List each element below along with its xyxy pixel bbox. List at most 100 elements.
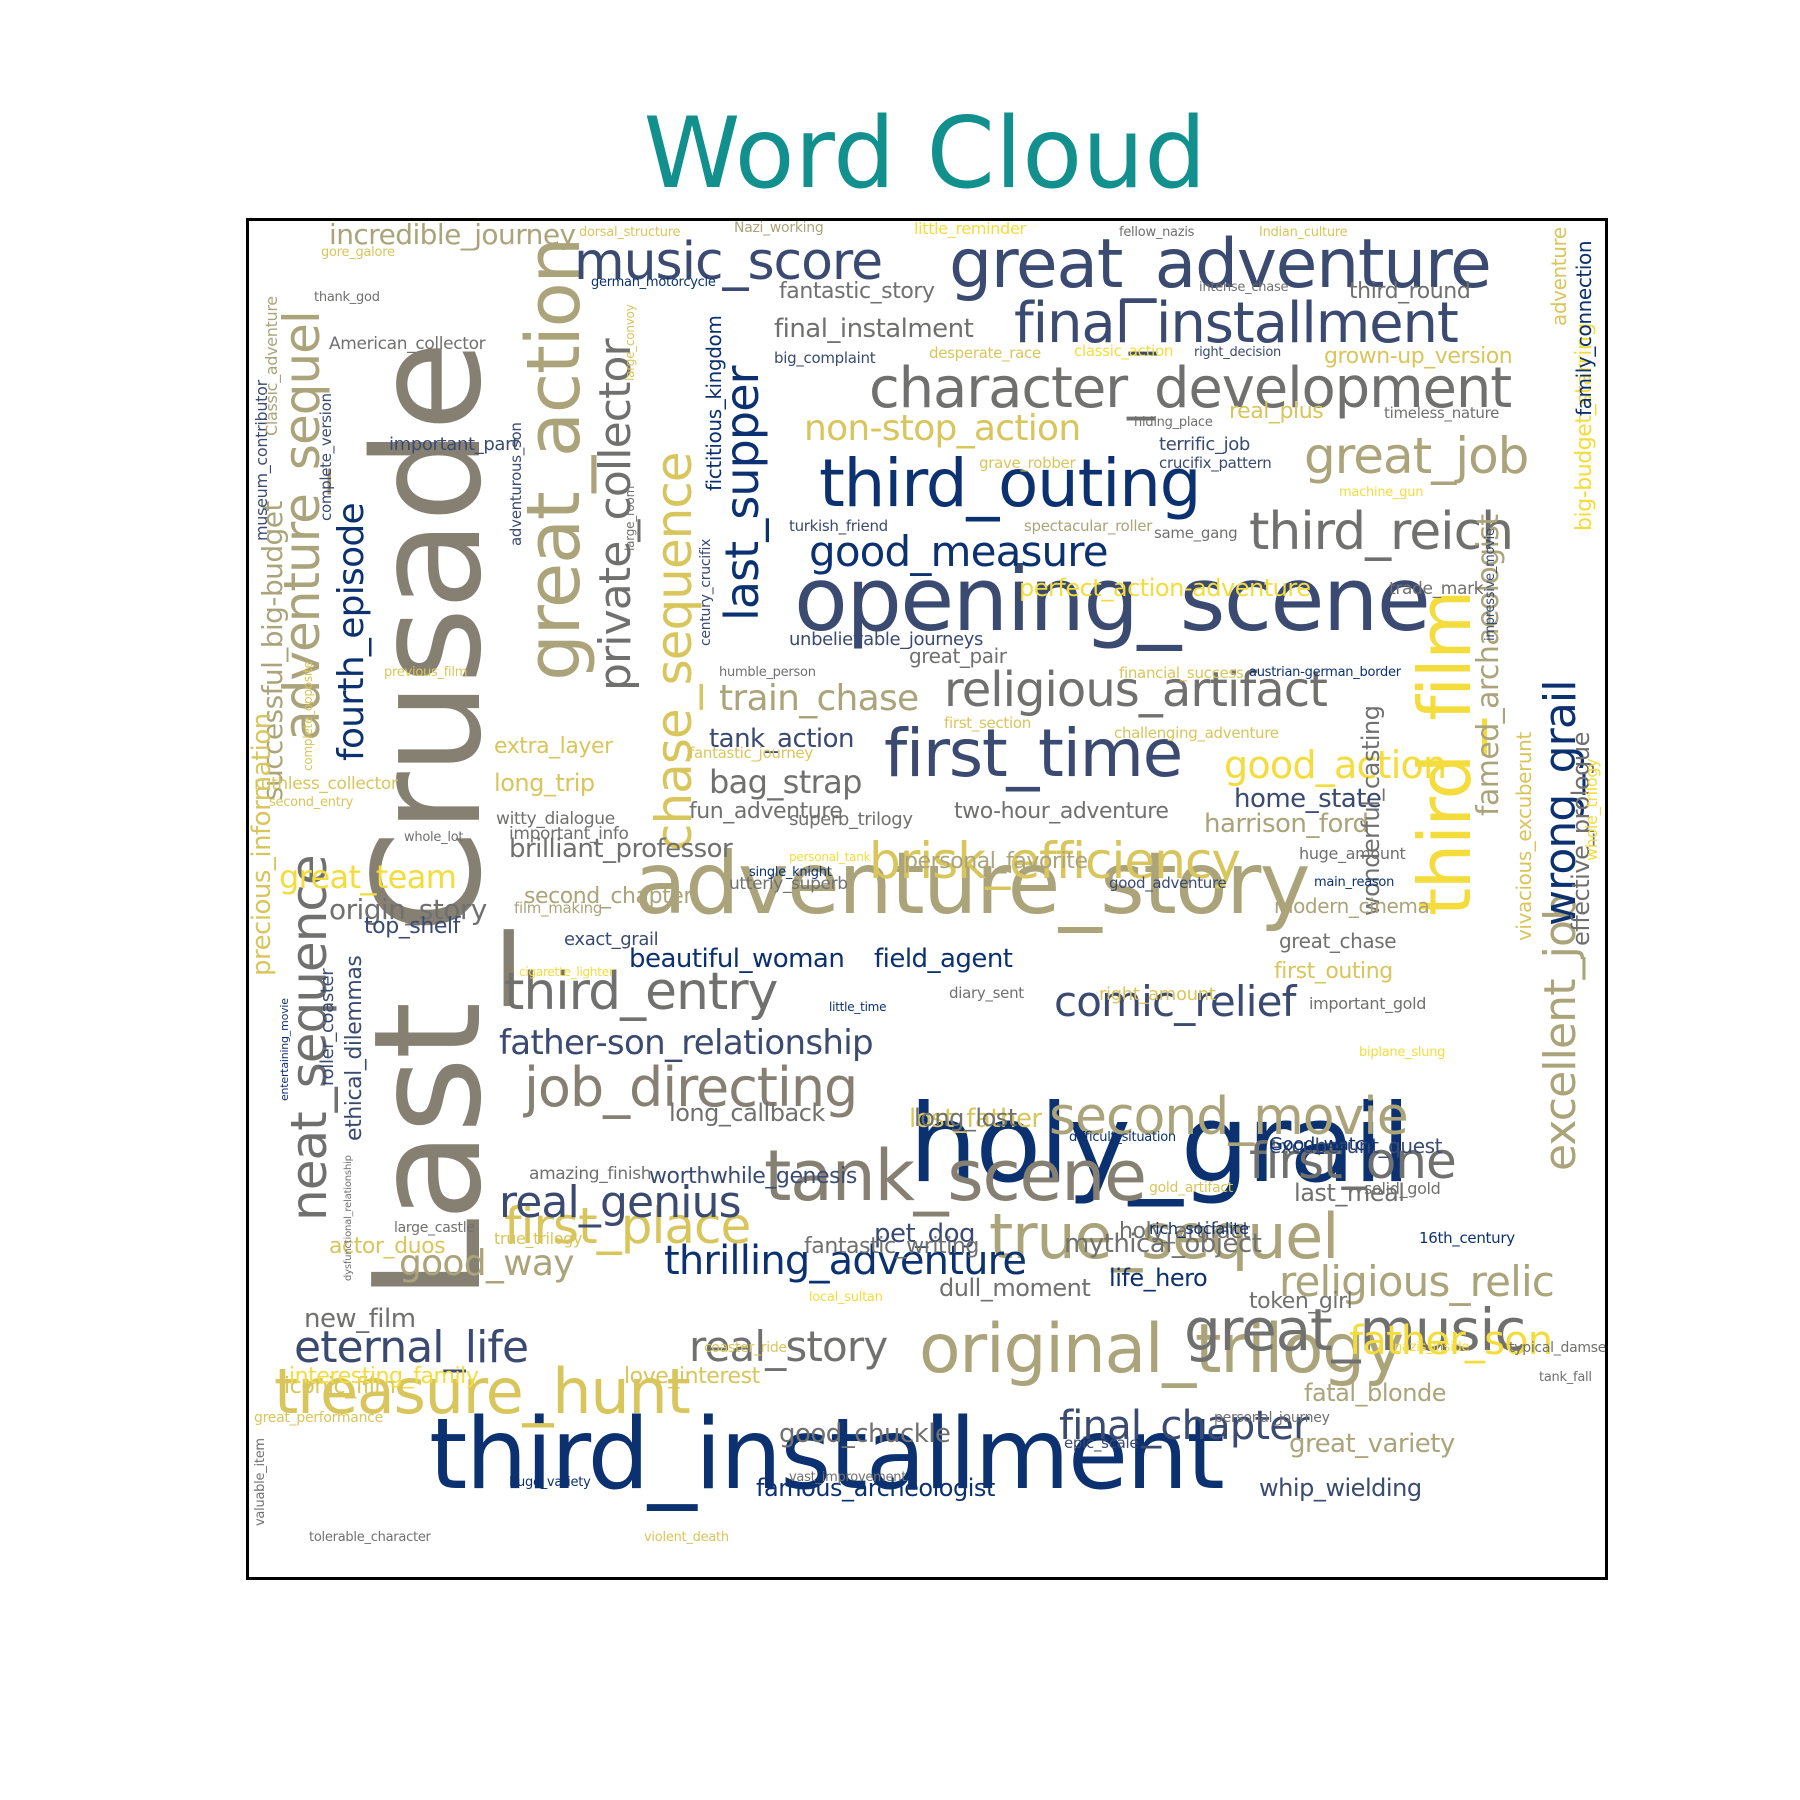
word: tank_scene (764, 1135, 1147, 1217)
word: tank_fall (1539, 1370, 1592, 1385)
word: machine_gun (1339, 485, 1424, 500)
word: great_job (1304, 427, 1529, 485)
word: unbelievable_journeys (789, 629, 984, 650)
word: final_instalment (774, 314, 974, 344)
word: large_castle (394, 1220, 475, 1236)
word: humble_person (719, 665, 816, 680)
word: utterly_superb (729, 874, 848, 894)
word: chase_sequence (645, 452, 703, 851)
word: complete_version (317, 393, 335, 521)
word: amazing_finish (529, 1164, 652, 1184)
word: first_time (884, 715, 1183, 792)
word: film_making (514, 899, 603, 917)
word: brisk_efficiency (869, 832, 1241, 890)
word: fellow_nazis (1119, 225, 1195, 240)
word: little_time (829, 1000, 887, 1014)
word: holy_artifact (1119, 1219, 1251, 1244)
word: superb_trilogy (789, 809, 913, 830)
word: first_section (944, 714, 1031, 732)
word: long_lost (914, 1104, 1017, 1132)
word: bag_strap (709, 763, 862, 801)
page-title: Word Cloud (643, 97, 1207, 211)
word: father-son_relationship (499, 1023, 874, 1063)
word: incredible_journey (329, 218, 576, 251)
word: holy_grail (909, 1082, 1411, 1207)
word: comic_relief (1054, 977, 1296, 1026)
word: ruthless_collector (254, 774, 398, 794)
word: lost_father (909, 1104, 1042, 1134)
word: third_reich (1249, 502, 1514, 562)
word: Good_watch (1269, 1134, 1376, 1155)
word: actor_duos (329, 1234, 446, 1259)
word: good_action (1224, 743, 1447, 787)
word: grave_robber (979, 454, 1076, 472)
word: nazis_inside (1394, 1340, 1470, 1355)
word: two-hour_adventure (954, 799, 1169, 824)
word: third_installment (429, 1398, 1225, 1512)
word: first_one (1249, 1132, 1457, 1190)
word: true_trilogy (494, 1229, 583, 1248)
word: great_adventure (949, 225, 1492, 304)
word: biplane_slung (1359, 1045, 1446, 1060)
word: crucifix_pattern (1159, 454, 1272, 472)
word: iconic_film (284, 1374, 396, 1399)
word: second_movie (1049, 1087, 1409, 1147)
word: treasure_hunt (274, 1355, 691, 1428)
word: german_motorcycle (591, 275, 716, 290)
word: whole_lot (404, 830, 464, 845)
word: main_reason (1314, 875, 1395, 890)
word: top_shelf (364, 914, 460, 939)
word: father_son (1349, 1318, 1553, 1364)
word: whole_trilogy (1582, 758, 1601, 861)
word: eternal_life (294, 1322, 529, 1373)
word: worthwhile_genesis (649, 1164, 857, 1189)
word: challenging_adventure (1114, 724, 1279, 742)
word: 16th_century (1419, 1229, 1515, 1247)
word: religious_relic (1279, 1257, 1555, 1306)
word: life_hero (1109, 1264, 1208, 1292)
word: little_reminder (914, 219, 1026, 238)
word: perfect_action-adventure (1019, 574, 1311, 602)
word: same_gang (1154, 524, 1238, 542)
word: huge_variety (509, 1475, 591, 1490)
word: Nazi_working (734, 220, 824, 236)
word: fantastic_writing (804, 1234, 979, 1259)
word: right_amount (1099, 984, 1216, 1005)
word: precious_information (247, 713, 277, 976)
word: typical_damsel (1509, 1340, 1608, 1356)
word: token_girl (1249, 1289, 1353, 1314)
word: difficult_situation (1069, 1130, 1176, 1145)
word: tolerable_character (309, 1530, 431, 1545)
word: great_action (511, 238, 597, 681)
word: Indian_culture (1259, 225, 1348, 240)
word-cloud: Last_Crusade holy_grail third_installmen… (246, 218, 1608, 1580)
word: terrific_job (1159, 434, 1250, 455)
word: timeless_nature (1384, 404, 1500, 422)
word: entertaining_movie (278, 998, 291, 1101)
word: dull_moment (939, 1274, 1091, 1302)
word: austrian-german_border (1249, 665, 1401, 680)
word: desperate_race (929, 344, 1041, 362)
word: exact_grail (564, 929, 659, 950)
word: second_chapter (524, 884, 692, 909)
word: character_development (869, 356, 1512, 421)
word: great_music (1184, 1296, 1526, 1364)
word: great_performance (254, 1410, 383, 1426)
word: opening_scene (794, 548, 1431, 651)
word: family_connection (1572, 240, 1596, 416)
word: roller_coaster (317, 968, 338, 1086)
word: real_plus (1229, 399, 1324, 424)
word: harrison_ford (1204, 809, 1369, 839)
word: epic_scale (1064, 1434, 1139, 1452)
word: turkish_friend (789, 517, 888, 535)
word: personal_journey (1214, 1410, 1330, 1426)
word: train_chase (719, 678, 919, 719)
word: new_film (304, 1304, 416, 1334)
word: local_sultan (809, 1290, 883, 1305)
word: religious_artifact (944, 662, 1328, 718)
word: adventure (1547, 227, 1571, 326)
word: impressive_movie (1483, 528, 1498, 641)
word: third_outing (819, 445, 1202, 522)
word: first_place (504, 1197, 751, 1255)
word: witty_dialogue (496, 809, 615, 829)
